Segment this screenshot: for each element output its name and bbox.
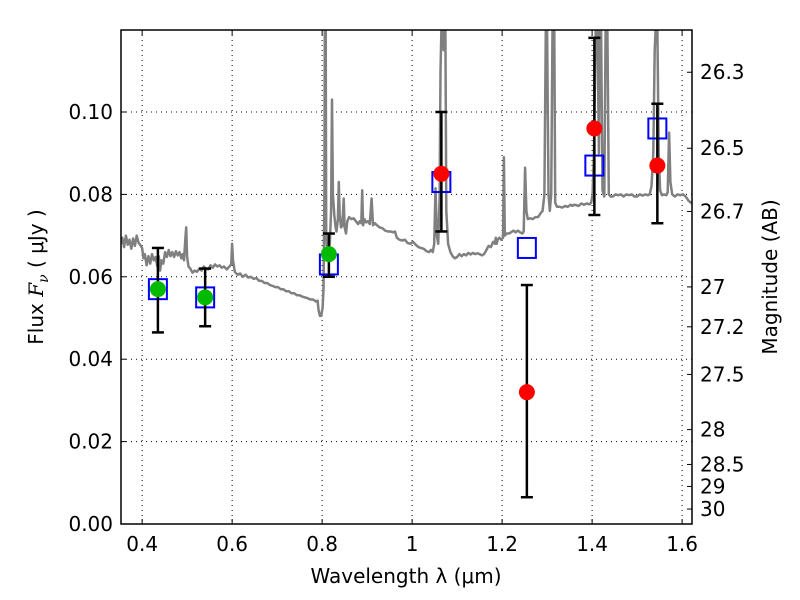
x-tick-label: 1.6: [666, 532, 698, 556]
y2-tick-label: 28.5: [700, 452, 745, 476]
observed-point-marker: [586, 120, 603, 137]
observed-point-marker: [433, 165, 450, 182]
y2-tick-label: 29: [700, 474, 725, 498]
y-tick-label: 0.04: [68, 347, 113, 371]
x-tick-label: 1: [406, 532, 419, 556]
y2-tick-label: 26.5: [700, 136, 745, 160]
y-axis-label-symbol: F: [24, 282, 48, 298]
series-observed-nir: [433, 36, 666, 499]
observed-point-marker: [518, 384, 535, 401]
y-axis-label-subscript: ν: [36, 274, 52, 283]
y2-axis-label: Magnitude (AB): [758, 199, 782, 354]
series-observed-optical: [149, 232, 337, 334]
y2-tick-label: 27: [700, 275, 725, 299]
series-layer: [121, 30, 692, 499]
y-tick-label: 0.10: [68, 100, 113, 124]
x-tick-label: 0.6: [216, 532, 248, 556]
x-axis: 0.4 0.6 0.8 1 1.2 1.4 1.6: [126, 30, 698, 556]
observed-point-marker: [197, 289, 214, 306]
series-model-photometry: [147, 117, 668, 309]
y2-tick-label: 26.3: [700, 60, 745, 84]
y2-tick-label: 27.5: [700, 362, 745, 386]
observed-point-marker: [320, 246, 337, 263]
y-tick-label: 0.06: [68, 265, 113, 289]
model-square-marker: [516, 236, 537, 259]
y-tick-label: 0.08: [68, 182, 113, 206]
y2-tick-label: 26.7: [700, 199, 745, 223]
y2-tick-label: 30: [700, 497, 725, 521]
x-tick-label: 1.4: [576, 532, 608, 556]
y-axis-left: 0.00 0.02 0.04 0.06 0.08 0.10: [68, 100, 126, 536]
observed-point-marker: [649, 157, 666, 174]
observed-point-marker: [149, 281, 166, 298]
y2-tick-label: 28: [700, 418, 725, 442]
y-axis-label-suffix: ( μJy ): [24, 209, 48, 274]
x-tick-label: 0.4: [126, 532, 158, 556]
x-axis-label: Wavelength λ (μm): [310, 564, 501, 588]
y-tick-label: 0.02: [68, 430, 113, 454]
y-axis-label-prefix: Flux: [24, 297, 48, 345]
x-tick-label: 1.2: [486, 532, 518, 556]
y-axis-label: Flux Fν ( μJy ): [24, 209, 52, 344]
y2-tick-label: 27.2: [700, 315, 745, 339]
x-tick-label: 0.8: [306, 532, 338, 556]
y-tick-label: 0.00: [68, 512, 113, 536]
